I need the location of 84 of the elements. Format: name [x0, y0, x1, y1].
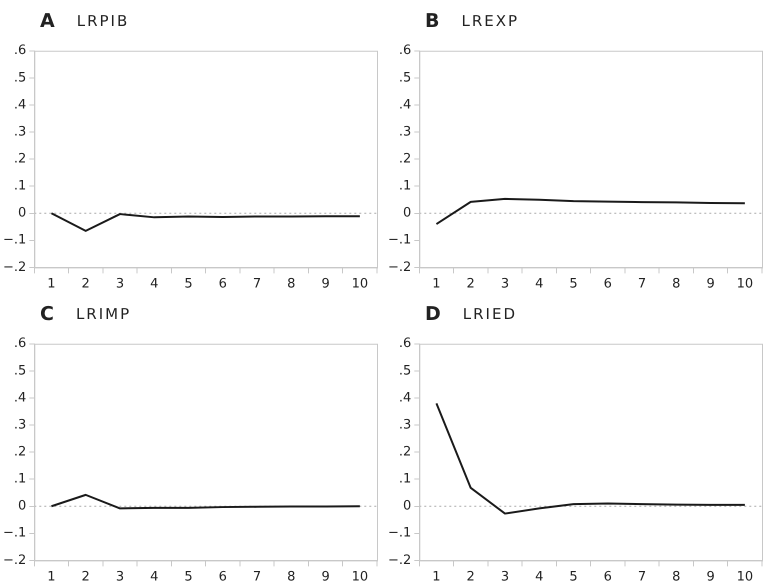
x-tick-label: 6 [218, 570, 227, 585]
y-tick-label: .6 [398, 336, 412, 352]
x-tick-label: 6 [604, 276, 612, 292]
y-tick-label: .4 [14, 97, 26, 112]
y-tick-label: .1 [14, 178, 26, 194]
y-tick-label: .1 [14, 472, 26, 487]
x-tick-label: 3 [500, 276, 510, 292]
y-tick-label: .5 [14, 70, 26, 86]
y-tick-label: −.1 [3, 232, 26, 248]
x-tick-label: 5 [569, 570, 578, 585]
x-tick-label: 2 [466, 276, 475, 292]
y-tick-label: 0 [403, 498, 412, 514]
x-tick-label: 2 [82, 570, 90, 585]
y-tick-label: −.2 [3, 260, 26, 275]
x-tick-label: 10 [736, 570, 754, 585]
x-tick-label: 3 [116, 570, 124, 585]
y-tick-label: .3 [398, 417, 412, 432]
x-tick-label: 4 [150, 276, 158, 292]
x-tick-label: 10 [736, 276, 754, 292]
x-tick-label: 1 [47, 570, 56, 585]
chart-title: A [40, 10, 55, 32]
x-tick-label: 7 [638, 570, 646, 585]
x-tick-label: 10 [352, 570, 368, 585]
x-tick-label: 2 [466, 570, 475, 585]
y-tick-label: .5 [14, 363, 26, 378]
x-tick-label: 6 [218, 276, 227, 292]
y-tick-label: .3 [14, 124, 26, 140]
x-tick-label: 9 [321, 570, 330, 585]
x-tick-label: 4 [535, 276, 544, 292]
chart-subtitle: LREXP [461, 12, 520, 30]
chart-subtitle: LRIED [462, 305, 518, 323]
y-tick-label: .4 [398, 390, 412, 406]
x-tick-label: 5 [184, 276, 193, 292]
y-tick-label: .3 [14, 417, 26, 432]
chart-title: C [40, 303, 54, 325]
x-tick-label: 3 [500, 570, 510, 585]
x-tick-label: 6 [604, 570, 612, 585]
y-tick-label: .3 [398, 124, 412, 140]
x-tick-label: 5 [184, 570, 193, 585]
y-tick-label: .2 [398, 444, 412, 460]
y-tick-label: 0 [18, 498, 26, 514]
y-tick-label: .2 [398, 151, 412, 166]
y-tick-label: 0 [18, 206, 26, 221]
x-tick-label: 8 [287, 570, 296, 585]
x-tick-label: 10 [352, 276, 368, 292]
y-tick-label: −.1 [388, 232, 412, 248]
y-tick-label: .1 [398, 472, 412, 487]
x-tick-label: 7 [638, 276, 646, 292]
y-tick-label: .4 [398, 97, 412, 112]
y-tick-label: −.2 [388, 260, 412, 275]
chart-title: D [425, 303, 441, 325]
x-tick-label: 7 [252, 570, 262, 585]
x-tick-label: 8 [672, 276, 680, 292]
y-tick-label: .2 [14, 444, 26, 460]
x-tick-label: 9 [706, 570, 715, 585]
y-tick-label: .5 [398, 363, 412, 378]
y-tick-label: .6 [14, 336, 26, 352]
x-tick-label: 2 [82, 276, 90, 292]
y-tick-label: −.1 [388, 526, 412, 541]
x-tick-label: 4 [150, 570, 158, 585]
y-tick-label: 0 [403, 206, 412, 221]
y-tick-label: −.2 [388, 552, 412, 568]
y-tick-label: .6 [398, 43, 412, 58]
chart-title: B [425, 10, 440, 32]
y-tick-label: .2 [14, 151, 26, 166]
y-tick-label: −.2 [3, 552, 26, 568]
x-tick-label: 8 [287, 276, 296, 292]
x-tick-label: 1 [432, 276, 441, 292]
x-tick-label: 4 [535, 570, 544, 585]
chart-subtitle: LRPIB [76, 12, 130, 30]
y-tick-label: .1 [398, 178, 412, 194]
x-tick-label: 9 [706, 276, 715, 292]
x-tick-label: 3 [116, 276, 124, 292]
x-tick-label: 8 [672, 570, 680, 585]
x-tick-label: 7 [252, 276, 262, 292]
y-tick-label: .5 [398, 70, 412, 86]
chart-subtitle: LRIMP [76, 305, 132, 323]
y-tick-label: −.1 [3, 526, 26, 541]
x-tick-label: 9 [321, 276, 330, 292]
y-tick-label: .4 [14, 390, 26, 406]
x-tick-label: 1 [47, 276, 56, 292]
x-tick-label: 1 [432, 570, 441, 585]
x-tick-label: 5 [569, 276, 578, 292]
y-tick-label: .6 [14, 43, 26, 58]
